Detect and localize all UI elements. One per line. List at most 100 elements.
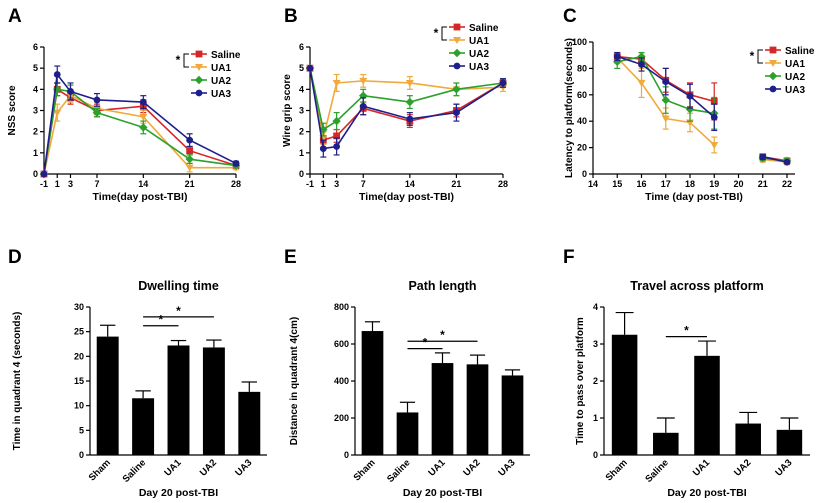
panel-b-point-ua2 bbox=[405, 97, 415, 107]
panel-a-legend-marker bbox=[194, 75, 204, 85]
panel-c-y-tick-label: 100 bbox=[572, 37, 587, 47]
panel-b-point-ua3 bbox=[319, 145, 327, 153]
panel-c-y-tick-label: 80 bbox=[577, 63, 587, 73]
panel-c-x-tick-label: 15 bbox=[612, 179, 622, 189]
panel-c-x-tick-label: 20 bbox=[733, 179, 743, 189]
panel-a-point-ua1 bbox=[53, 109, 62, 117]
panel-f-y-tick-label: 0 bbox=[593, 450, 598, 460]
panel-b-x-tick-label: 14 bbox=[405, 179, 415, 189]
panel-a-legend-label: UA1 bbox=[211, 63, 231, 74]
panel-e-y-tick-label: 400 bbox=[334, 376, 349, 386]
panel-a-y-tick-label: 3 bbox=[33, 106, 38, 116]
panel-b-legend-marker bbox=[453, 37, 461, 44]
panel-c-legend-label: Saline bbox=[785, 46, 815, 57]
panel-c-point-ua3 bbox=[638, 61, 645, 68]
panel-a-label: A bbox=[8, 6, 22, 27]
panel-a-point-ua3 bbox=[93, 96, 101, 104]
panel-c-point-ua3 bbox=[710, 113, 718, 121]
panel-b-point-ua1 bbox=[405, 79, 414, 87]
panel-a-point-ua2 bbox=[185, 154, 194, 164]
panel-b-point-ua3 bbox=[333, 143, 341, 150]
panel-c-legend-marker bbox=[769, 60, 777, 67]
panel-a-point-ua2 bbox=[139, 123, 148, 132]
panel-d-title: Dwelling time bbox=[138, 279, 219, 293]
panel-d-y-tick-label: 15 bbox=[74, 376, 84, 386]
panel-a-legend-marker bbox=[195, 89, 203, 97]
panel-d-bar-ua2 bbox=[202, 347, 225, 455]
panel-a-legend-label: UA3 bbox=[211, 89, 231, 100]
panel-a-point-ua2 bbox=[92, 108, 102, 117]
panel-c-legend-label: UA2 bbox=[785, 72, 805, 83]
panel-b-x-tick-label: 28 bbox=[498, 179, 508, 189]
panel-c-x-tick-label: 22 bbox=[782, 179, 792, 189]
panel-d-category-label: Sham bbox=[87, 457, 113, 483]
panel-a-point-ua1 bbox=[139, 113, 148, 121]
panel-a-legend-bracket bbox=[183, 53, 189, 68]
panel-a-x-tick-label: -1 bbox=[40, 179, 48, 189]
panel-b-x-tick-label: 7 bbox=[361, 179, 366, 189]
panel-b-y-tick-label: 3 bbox=[299, 106, 304, 116]
panel-e-y-tick-label: 200 bbox=[334, 413, 349, 423]
panel-c-x-tick-label: 16 bbox=[636, 179, 646, 189]
panel-b-point-saline bbox=[333, 132, 341, 140]
panel-c-point-ua3 bbox=[662, 78, 670, 85]
panel-a-y-tick-label: 4 bbox=[33, 84, 38, 94]
panel-b-y-tick-label: 6 bbox=[299, 42, 304, 52]
panel-b-x-tick-label: 3 bbox=[334, 179, 339, 189]
panel-f-category-label: UA1 bbox=[691, 457, 713, 479]
panel-b-point-ua1 bbox=[332, 79, 341, 87]
panel-c-point-ua1 bbox=[661, 115, 670, 123]
panel-f-label: F bbox=[563, 247, 575, 268]
panel-c-legend-star: * bbox=[750, 49, 755, 63]
panel-b-point-ua2 bbox=[452, 85, 461, 94]
panel-e-bar-ua1 bbox=[431, 363, 454, 455]
panel-a-y-tick-label: 5 bbox=[33, 63, 38, 73]
panel-e-category-label: UA3 bbox=[496, 457, 517, 478]
panel-f-category-label: Saline bbox=[643, 457, 671, 485]
panel-c-legend-marker bbox=[769, 85, 777, 93]
panel-f-category-label: Sham bbox=[604, 457, 630, 483]
panel-e-category-label: UA1 bbox=[426, 457, 448, 479]
panel-d-category-label: Saline bbox=[121, 457, 149, 485]
panel-b-y-tick-label: 5 bbox=[299, 63, 304, 73]
panel-f-bar-ua1 bbox=[694, 355, 720, 455]
panel-b-point-ua3 bbox=[306, 64, 314, 72]
panel-c-legend-marker bbox=[768, 71, 778, 81]
panel-e-significance-star: * bbox=[440, 328, 445, 342]
panel-e-category-label: Sham bbox=[352, 457, 378, 483]
panel-a-x-tick-label: 14 bbox=[138, 179, 148, 189]
panel-a-x-tick-label: 1 bbox=[55, 179, 60, 189]
panel-b-point-ua3 bbox=[453, 109, 460, 117]
panel-a-y-title: NSS score bbox=[7, 85, 18, 135]
panel-c-point-ua2 bbox=[637, 52, 646, 61]
panel-c-point-ua2 bbox=[685, 105, 695, 114]
panel-f-bar-ua2 bbox=[735, 423, 761, 455]
panel-c-y-tick-label: 0 bbox=[582, 169, 587, 179]
panel-b-legend-label: UA1 bbox=[469, 36, 489, 47]
panel-c-legend-label: UA3 bbox=[785, 85, 805, 96]
panel-c-x-tick-label: 19 bbox=[709, 179, 719, 189]
panel-c-point-ua1 bbox=[637, 79, 646, 87]
panel-c-point-ua3 bbox=[686, 92, 694, 100]
panel-b-legend-label: UA2 bbox=[469, 49, 489, 60]
panel-c-point-ua1 bbox=[710, 141, 719, 149]
panel-a-x-title: Time(day post-TBI) bbox=[93, 191, 188, 203]
panel-c-y-tick-label: 20 bbox=[577, 143, 587, 153]
panel-a-point-ua3 bbox=[40, 170, 48, 178]
panel-b-point-ua3 bbox=[359, 102, 367, 110]
panel-a-legend-label: UA2 bbox=[211, 76, 231, 87]
panel-e-significance-star: * bbox=[423, 336, 428, 350]
panel-f-title: Travel across platform bbox=[630, 279, 763, 293]
panel-c-x-tick-label: 21 bbox=[758, 179, 768, 189]
panel-b-y-tick-label: 2 bbox=[299, 127, 304, 137]
panel-b-label: B bbox=[284, 6, 298, 27]
panel-c-series-ua3-line bbox=[762, 156, 788, 163]
panel-a-y-tick-label: 6 bbox=[33, 42, 38, 52]
panel-f-bar-sham bbox=[611, 334, 638, 455]
panel-a-legend-marker bbox=[195, 64, 203, 71]
panel-a-point-ua3 bbox=[67, 88, 74, 95]
panel-f-y-title: Time to pass over platform bbox=[575, 317, 586, 445]
panel-c-legend-marker bbox=[769, 46, 777, 54]
panel-d-significance-star: * bbox=[176, 304, 181, 318]
panel-d-bar-sham bbox=[96, 336, 119, 455]
